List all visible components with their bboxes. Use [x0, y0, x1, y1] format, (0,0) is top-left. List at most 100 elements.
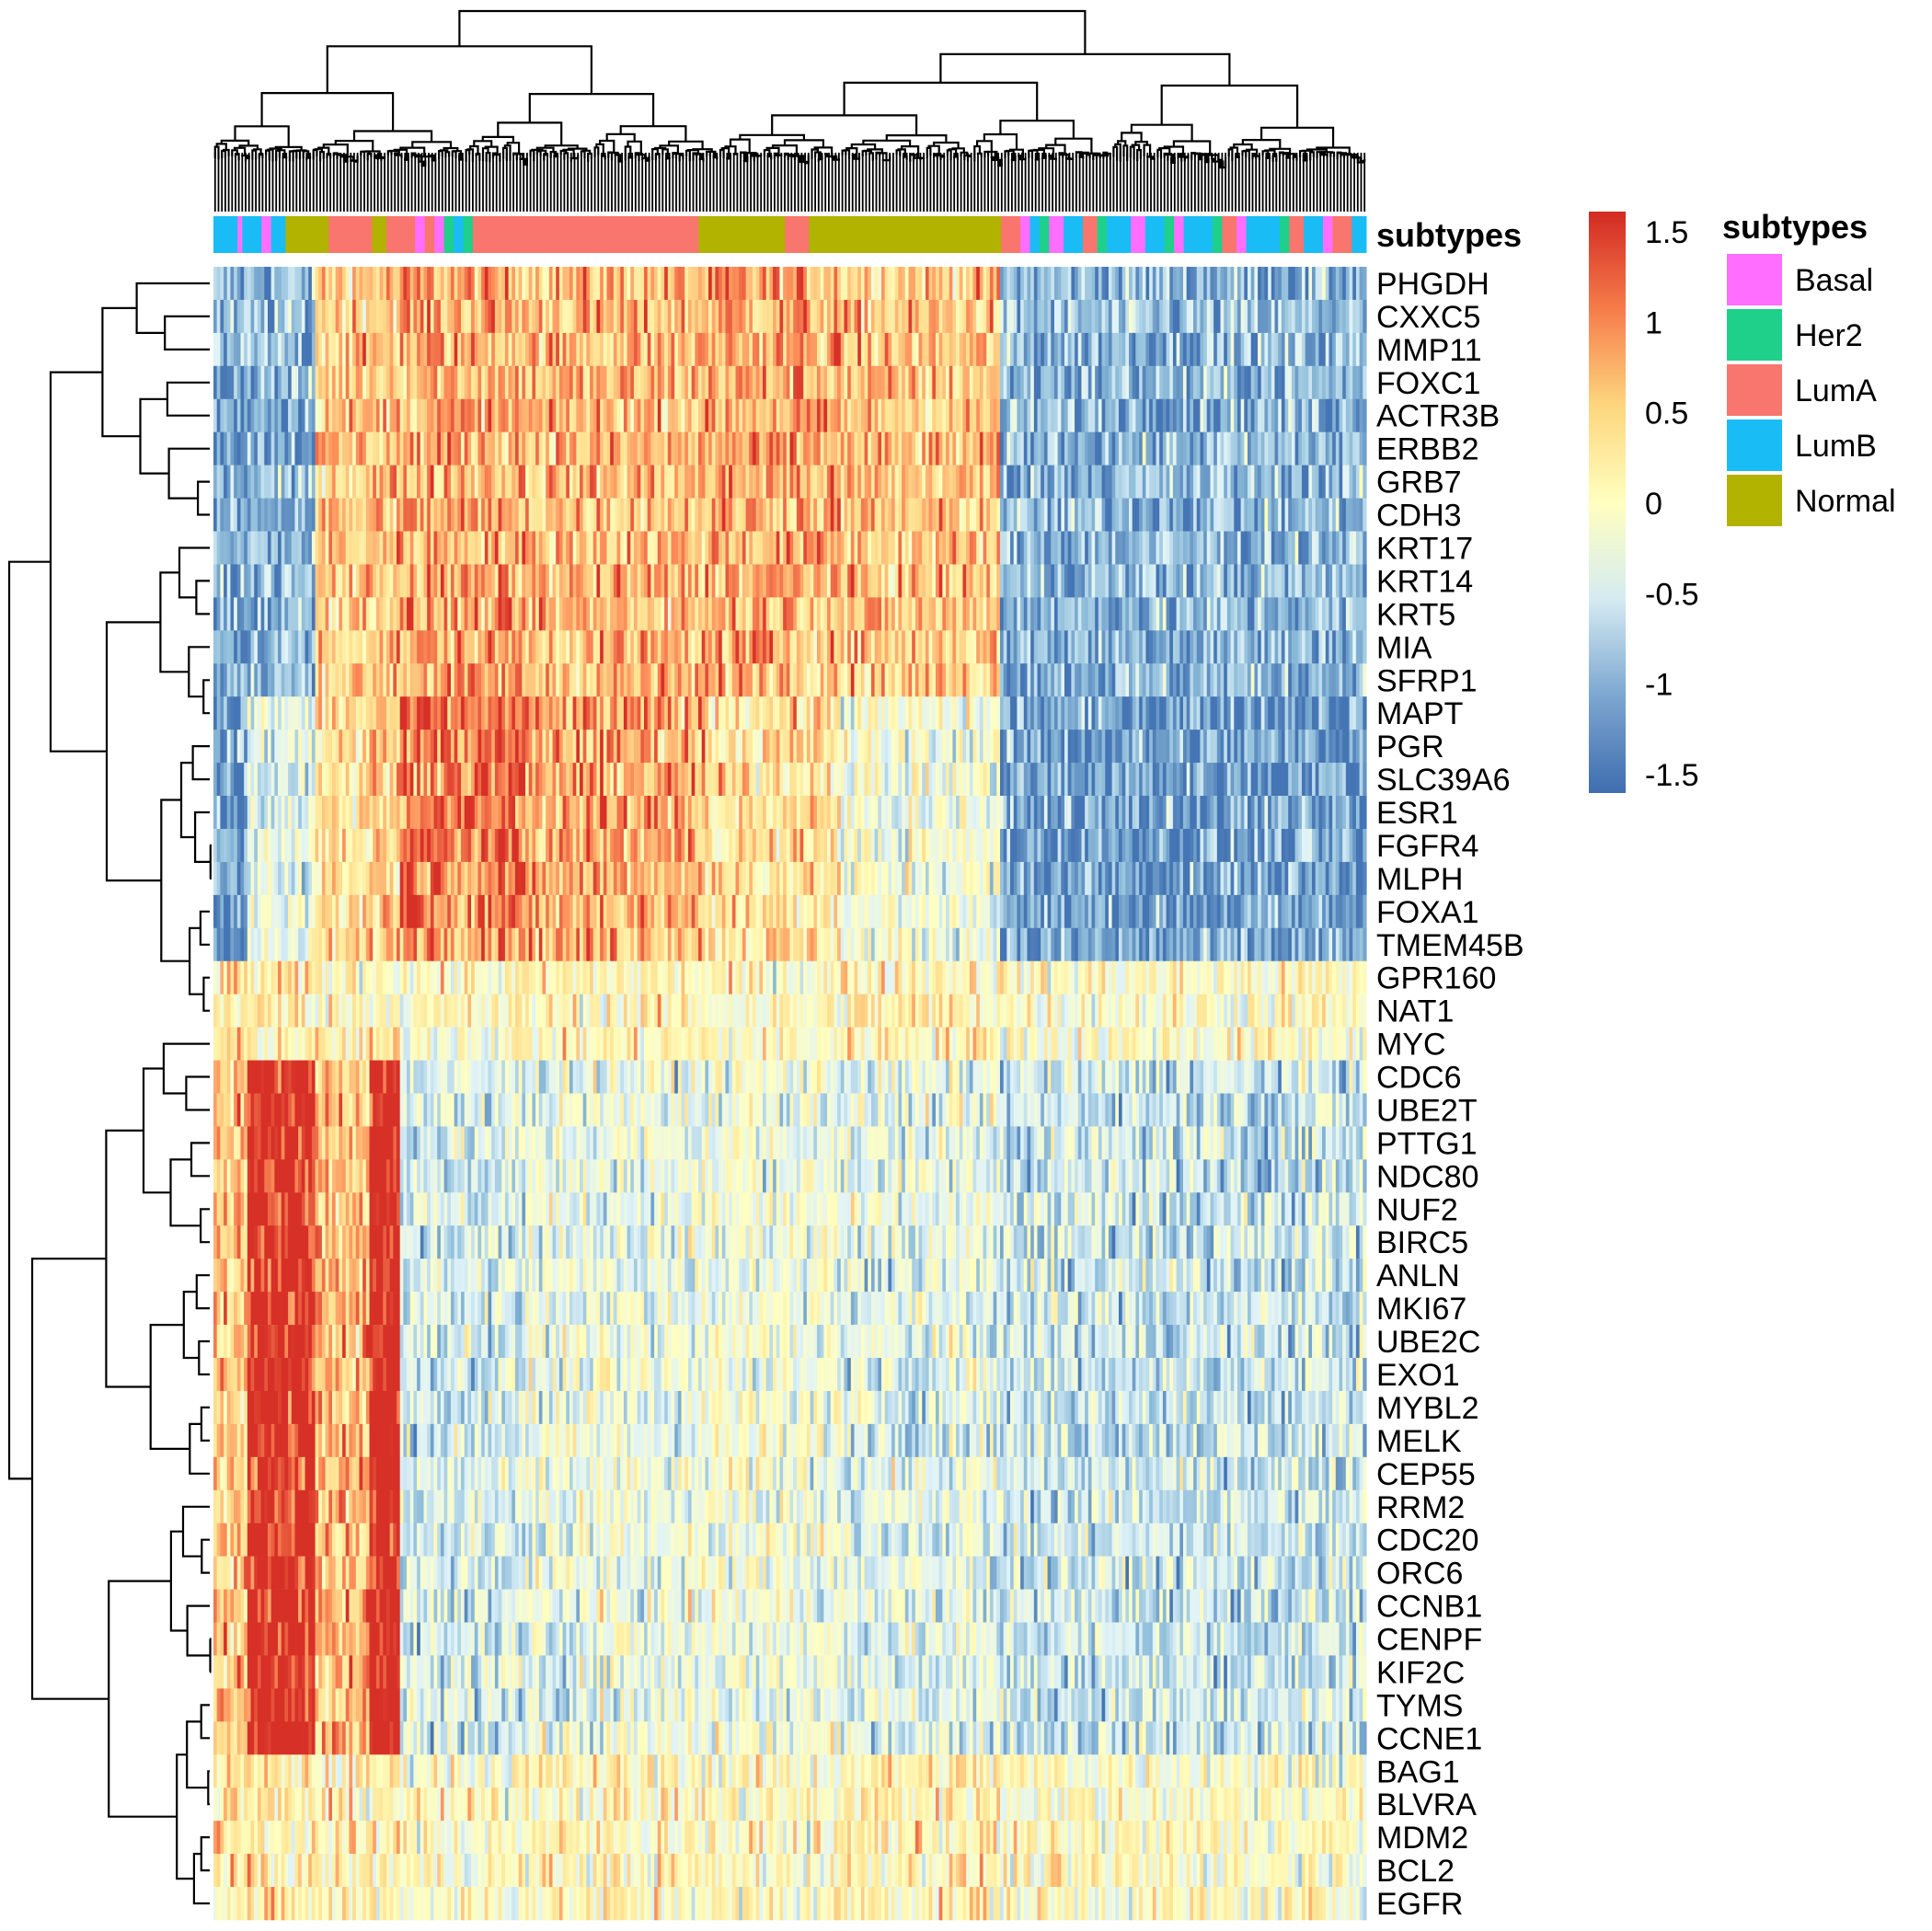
heatmap-cell	[908, 398, 913, 432]
heatmap-cell	[989, 597, 995, 631]
heatmap-cell	[695, 431, 699, 466]
heatmap-cell	[698, 398, 703, 432]
heatmap-cell	[959, 299, 964, 334]
dendrogram-branch	[200, 1836, 210, 1872]
heatmap-cell	[918, 498, 923, 532]
heatmap-cell	[1254, 465, 1259, 499]
heatmap-cell	[1057, 597, 1062, 631]
heatmap-cell	[701, 267, 706, 301]
heatmap-cell	[1182, 431, 1188, 466]
heatmap-cell	[535, 498, 540, 532]
heatmap-cell	[1271, 365, 1276, 400]
heatmap-cell	[244, 597, 248, 631]
heatmap-cell	[1291, 398, 1296, 432]
heatmap-cell	[606, 531, 611, 565]
heatmap-cell	[1339, 597, 1343, 631]
heatmap-cell	[1027, 630, 1031, 664]
heatmap-cell	[504, 299, 510, 334]
heatmap-cell	[244, 465, 248, 499]
heatmap-cell	[247, 531, 252, 565]
heatmap-cell	[420, 332, 425, 367]
heatmap-cell	[796, 365, 801, 400]
heatmap-cell	[471, 564, 476, 598]
heatmap-cell	[538, 531, 544, 565]
heatmap-cell	[311, 465, 316, 499]
heatmap-cell	[1108, 299, 1113, 334]
heatmap-cell	[701, 398, 706, 432]
heatmap-cell	[810, 267, 814, 301]
heatmap-cell	[759, 465, 764, 499]
heatmap-cell	[443, 663, 448, 697]
heatmap-cell	[793, 597, 798, 631]
heatmap-cell	[369, 630, 374, 664]
heatmap-cell	[1142, 564, 1147, 598]
heatmap-cell	[1294, 531, 1299, 565]
heatmap-cell	[640, 663, 645, 697]
heatmap-cell	[834, 498, 838, 532]
heatmap-cell	[491, 398, 496, 432]
heatmap-cell	[739, 465, 743, 499]
heatmap-cell	[1108, 531, 1113, 565]
heatmap-cell	[1118, 365, 1123, 400]
heatmap-cell	[793, 465, 798, 499]
heatmap-cell	[914, 498, 920, 532]
heatmap-cell	[888, 267, 892, 301]
heatmap-cell	[365, 267, 371, 301]
heatmap-cell	[1149, 630, 1154, 664]
heatmap-cell	[989, 267, 995, 301]
heatmap-cell	[837, 431, 842, 466]
heatmap-cell	[294, 597, 299, 631]
heatmap-cell	[677, 630, 683, 664]
heatmap-cell	[681, 365, 685, 400]
heatmap-cell	[1017, 299, 1021, 334]
heatmap-cell	[745, 564, 750, 598]
heatmap-cell	[1121, 365, 1126, 400]
heatmap-cell	[870, 398, 876, 432]
heatmap-cell	[1226, 267, 1232, 301]
heatmap-cell	[399, 299, 404, 334]
heatmap-cell	[260, 531, 265, 565]
heatmap-cell	[1203, 630, 1208, 664]
heatmap-cell	[1047, 431, 1052, 466]
heatmap-cell	[1057, 365, 1062, 400]
heatmap-cell	[488, 365, 492, 400]
heatmap-cell	[538, 398, 544, 432]
heatmap-cell	[1057, 564, 1062, 598]
heatmap-cell	[1210, 498, 1214, 532]
heatmap-cell	[247, 465, 252, 499]
heatmap-cell	[247, 564, 252, 598]
heatmap-cell	[494, 431, 500, 466]
heatmap-cell	[796, 498, 801, 532]
annotation-segment	[237, 216, 243, 253]
heatmap-cell	[779, 498, 784, 532]
heatmap-cell	[362, 597, 367, 631]
heatmap-cell	[318, 465, 323, 499]
heatmap-cell	[904, 365, 910, 400]
heatmap-cell	[1240, 365, 1245, 400]
heatmap-cell	[494, 465, 500, 499]
heatmap-cell	[596, 398, 601, 432]
heatmap-cell	[572, 332, 577, 367]
heatmap-cell	[1352, 431, 1357, 466]
heatmap-cell	[677, 465, 683, 499]
heatmap-cell	[274, 299, 279, 334]
heatmap-cell	[1091, 267, 1096, 301]
heatmap-cell	[878, 365, 882, 400]
heatmap-cell	[1020, 365, 1025, 400]
heatmap-cell	[236, 663, 242, 697]
heatmap-cell	[1196, 498, 1202, 532]
heatmap-cell	[610, 398, 615, 432]
heatmap-cell	[1071, 398, 1075, 432]
heatmap-cell	[315, 498, 319, 532]
heatmap-cell	[216, 564, 221, 598]
heatmap-cell	[773, 597, 777, 631]
heatmap-cell	[1030, 267, 1035, 301]
heatmap-cell	[789, 267, 794, 301]
heatmap-cell	[1291, 564, 1296, 598]
heatmap-cell	[1291, 498, 1296, 532]
heatmap-cell	[278, 630, 282, 664]
heatmap-cell	[834, 365, 838, 400]
heatmap-cell	[1359, 531, 1363, 565]
heatmap-cell	[661, 365, 665, 400]
heatmap-cell	[1041, 465, 1045, 499]
